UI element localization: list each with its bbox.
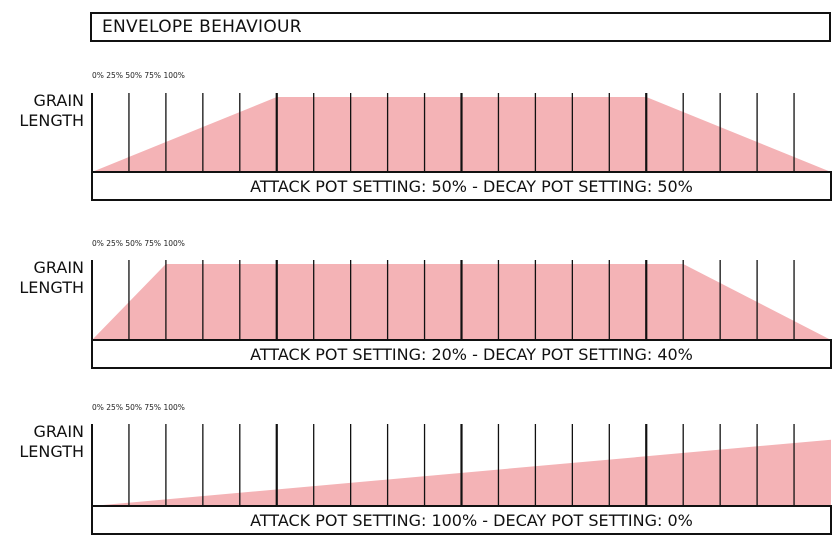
pot-setting-label: ATTACK POT SETTING: 20% - DECAY POT SETT… — [250, 345, 693, 364]
pot-setting-label: ATTACK POT SETTING: 50% - DECAY POT SETT… — [250, 177, 693, 196]
setting-box — [91, 339, 832, 369]
y-axis-label-line1: GRAIN — [34, 258, 85, 277]
y-axis-label-line2: LENGTH — [19, 111, 84, 130]
y-axis-label-line1: GRAIN — [34, 422, 85, 441]
y-axis-label-line2: LENGTH — [19, 442, 84, 461]
y-axis-label-line1: GRAIN — [34, 91, 85, 110]
diagram-title: ENVELOPE BEHAVIOUR — [90, 12, 831, 42]
pot-setting-label: ATTACK POT SETTING: 100% - DECAY POT SET… — [250, 511, 693, 530]
percent-scale-label: 0% 25% 50% 75% 100% — [92, 403, 185, 412]
percent-scale-label: 0% 25% 50% 75% 100% — [92, 239, 185, 248]
setting-box — [91, 171, 832, 201]
setting-box — [91, 505, 832, 535]
percent-scale-label: 0% 25% 50% 75% 100% — [92, 71, 185, 80]
y-axis-label-line2: LENGTH — [19, 278, 84, 297]
